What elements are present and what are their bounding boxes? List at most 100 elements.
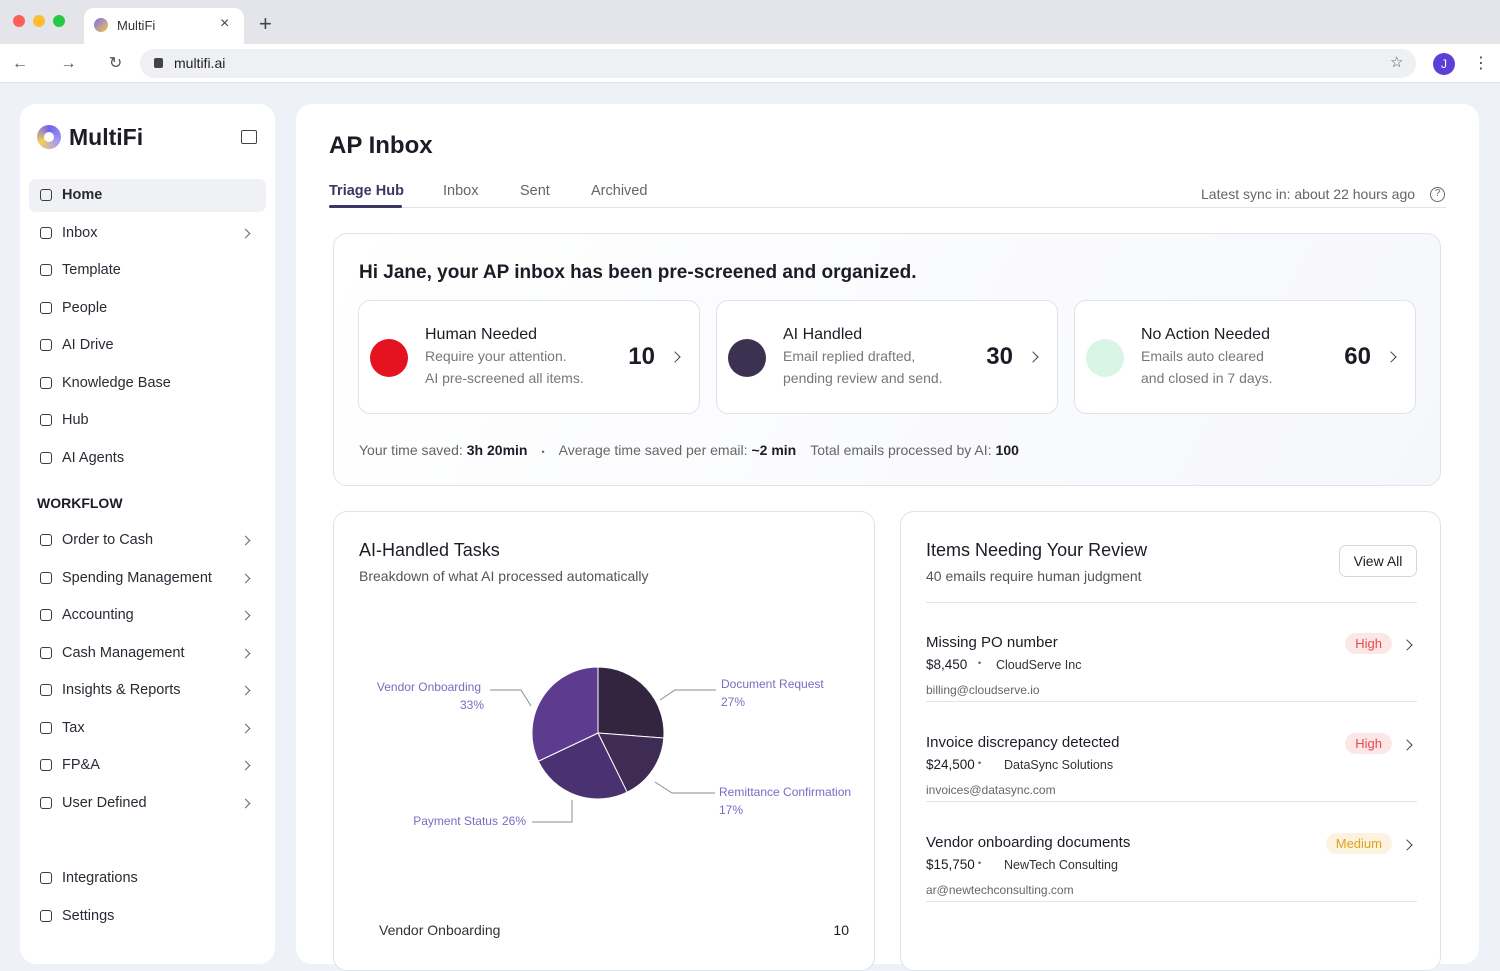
- sync: Latest sync in: about 22 hours ago: [1201, 186, 1416, 202]
- item-email: invoices@datasync.com: [926, 783, 1056, 797]
- nav-item[interactable]: Knowledge Base: [29, 367, 266, 400]
- pie-value: 27%: [721, 695, 745, 709]
- tab[interactable]: Inbox: [443, 183, 479, 199]
- nav-icon: [40, 414, 52, 426]
- stat-label: Average time saved per email:: [558, 442, 748, 458]
- separator: [926, 602, 1417, 603]
- nav-item[interactable]: Home: [29, 179, 266, 212]
- chevron: [240, 228, 251, 238]
- leader-line: [654, 781, 715, 794]
- review-item[interactable]: Missing PO number $8,450 • CloudServe Inc bi…: [926, 602, 1417, 702]
- stat: Your time saved: 3h 20min: [359, 442, 527, 458]
- dot: •: [978, 858, 982, 868]
- chevron: [240, 798, 251, 808]
- new-tab[interactable]: +: [259, 11, 272, 36]
- stat-value: 100: [995, 442, 1019, 458]
- tab-active: [329, 205, 402, 208]
- pie-value: 26%: [502, 814, 526, 828]
- nav-icon: [40, 759, 52, 771]
- view-all[interactable]: View All: [1339, 545, 1417, 577]
- tab[interactable]: Archived: [591, 183, 648, 199]
- chevron: [1401, 839, 1413, 851]
- dot: •: [978, 758, 982, 768]
- summary-card[interactable]: AI Handled Email replied drafted, pending …: [716, 300, 1058, 414]
- chevron: [1401, 739, 1413, 751]
- nav-item[interactable]: Template: [29, 254, 266, 287]
- nav-label: Inbox: [62, 224, 98, 241]
- nav-item[interactable]: Insights & Reports: [29, 674, 266, 707]
- review-panel: Items Needing Your Review 40 emails requ…: [900, 511, 1441, 971]
- nav-item[interactable]: Order to Cash: [29, 524, 266, 557]
- nav-label: User Defined: [62, 794, 147, 811]
- nav-item[interactable]: Settings: [29, 900, 266, 933]
- pie-value: 33%: [460, 698, 484, 712]
- nav-icon: [40, 609, 52, 621]
- nav-label: Accounting: [62, 607, 134, 623]
- tab-close[interactable]: ×: [220, 15, 230, 32]
- stat: Average time saved per email: ~2 min: [559, 442, 797, 458]
- nav-icon: [40, 534, 52, 546]
- chevron: [240, 610, 251, 621]
- nav-item[interactable]: People: [29, 292, 266, 325]
- nav-label: Cash Management: [62, 644, 185, 661]
- help-icon[interactable]: ?: [1430, 187, 1445, 202]
- nav-item[interactable]: Hub: [29, 404, 266, 437]
- address-bar[interactable]: multifi.ai ☆: [140, 49, 1416, 78]
- row-count: 10: [833, 922, 849, 938]
- leader-line: [659, 689, 716, 701]
- review-item[interactable]: Vendor onboarding documents $15,750 • NewTe…: [926, 802, 1417, 902]
- section-label: WORKFLOW: [37, 495, 123, 511]
- nav-icon: [40, 684, 52, 696]
- item-email: billing@cloudserve.io: [926, 683, 1040, 697]
- leader-line: [490, 689, 532, 707]
- stat: Total emails processed by AI: 100: [810, 442, 1019, 458]
- nav-icon: [40, 301, 52, 314]
- nav-icon: [40, 646, 52, 659]
- card-title: No Action Needed: [1141, 326, 1270, 343]
- tab[interactable]: Sent: [520, 183, 550, 199]
- chevron: [240, 685, 251, 696]
- pie-value: 17%: [719, 803, 743, 817]
- summary-card[interactable]: Human Needed Require your attention. AI pr…: [358, 300, 700, 414]
- chevron: [669, 351, 681, 363]
- nav-item[interactable]: Tax: [29, 712, 266, 745]
- tasks-title: AI-Handled Tasks: [359, 540, 500, 560]
- nav-item[interactable]: Accounting: [29, 599, 266, 632]
- nav-item[interactable]: Integrations: [29, 862, 266, 895]
- item-company: NewTech Consulting: [1004, 858, 1118, 872]
- tab[interactable]: Triage Hub: [329, 183, 404, 199]
- pie-category: Payment Status: [413, 814, 498, 828]
- pie-slice: [597, 666, 665, 739]
- pie-label: Payment Status 26%: [413, 814, 526, 828]
- nav-label: Tax: [62, 719, 85, 736]
- item-company: CloudServe Inc: [996, 658, 1082, 672]
- chevron: [240, 723, 251, 733]
- nav-icon: [40, 872, 52, 884]
- nav-label: People: [62, 299, 108, 316]
- card-line: Emails auto cleared: [1141, 348, 1264, 364]
- nav-icon: [40, 796, 52, 809]
- card-line: and closed in 7 days.: [1141, 370, 1273, 386]
- summary-card[interactable]: No Action Needed Emails auto cleared and c…: [1074, 300, 1416, 414]
- nav-item[interactable]: FP&A: [29, 749, 266, 782]
- nav-item[interactable]: Inbox: [29, 217, 266, 250]
- nav-item[interactable]: User Defined: [29, 787, 266, 820]
- nav-item[interactable]: Spending Management: [29, 562, 266, 595]
- nav-label: Insights & Reports: [62, 682, 181, 698]
- nav-label: Knowledge Base: [62, 374, 171, 391]
- chevron: [240, 760, 251, 771]
- review-item[interactable]: Invoice discrepancy detected $24,500 • Data…: [926, 702, 1417, 802]
- avatar[interactable]: J: [1433, 53, 1455, 75]
- item-title: Invoice discrepancy detected: [926, 734, 1120, 751]
- collapse[interactable]: [241, 130, 257, 144]
- nav-buttons[interactable]: ← → ↻ ⌂: [12, 55, 179, 72]
- menu[interactable]: ⋮: [1473, 55, 1489, 72]
- tab[interactable]: MultiFi ×: [84, 8, 244, 44]
- card-icon: [728, 339, 766, 377]
- nav-item[interactable]: Cash Management: [29, 637, 266, 670]
- nav-item[interactable]: AI Drive: [29, 329, 266, 362]
- nav-item[interactable]: AI Agents: [29, 442, 266, 475]
- item-company: DataSync Solutions: [1004, 758, 1114, 772]
- card-count: 30: [986, 343, 1013, 370]
